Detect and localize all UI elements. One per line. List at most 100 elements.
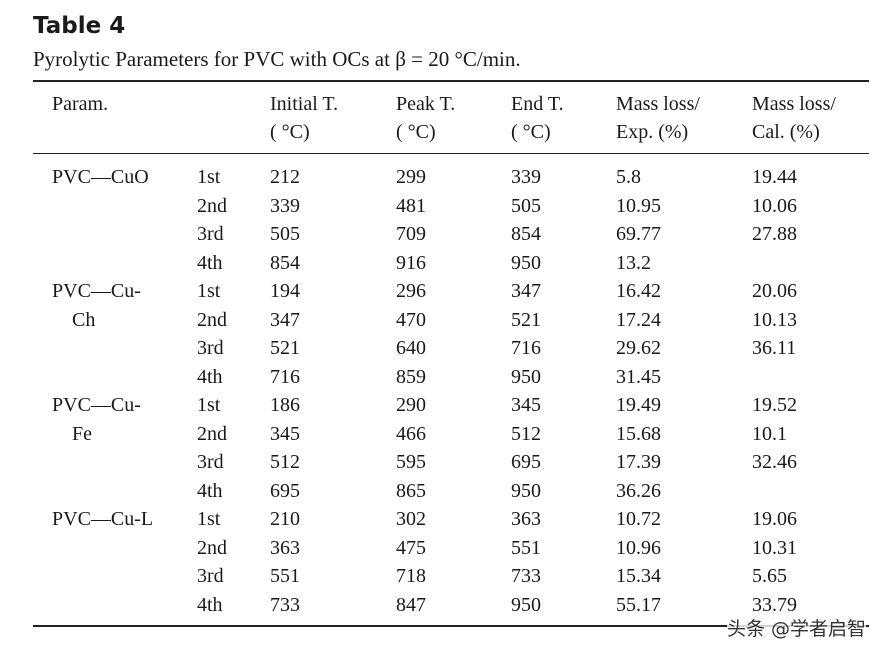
cell: 363 xyxy=(511,508,541,530)
cell: 716 xyxy=(511,337,541,359)
cell: 950 xyxy=(511,251,541,274)
column-header: Peak T. xyxy=(396,93,456,115)
group-name: PVC—Cu- xyxy=(52,280,141,302)
cell: 859 xyxy=(396,365,426,388)
cell: 10.31 xyxy=(752,536,797,559)
column-header: Mass loss/ xyxy=(752,93,836,115)
column-header: Cal. (%) xyxy=(752,121,820,143)
cell: 505 xyxy=(511,194,541,217)
cell: 854 xyxy=(270,251,300,274)
cell: 186 xyxy=(270,394,300,416)
cell: 521 xyxy=(270,337,300,359)
stage-label: 1st xyxy=(197,280,221,302)
cell: 19.49 xyxy=(616,394,661,416)
cell: 733 xyxy=(511,565,541,587)
stage-label: 1st xyxy=(197,394,221,416)
cell: 363 xyxy=(270,536,300,559)
column-header: Param. xyxy=(52,93,109,115)
cell: 10.96 xyxy=(616,536,661,559)
cell: 709 xyxy=(396,223,426,245)
cell: 19.06 xyxy=(752,508,797,530)
cell: 17.24 xyxy=(616,308,661,331)
cell: 29.62 xyxy=(616,337,661,359)
stage-label: 4th xyxy=(197,365,223,388)
table-title: Table 4 xyxy=(33,13,126,39)
cell: 17.39 xyxy=(616,451,661,473)
cell: 551 xyxy=(511,536,541,559)
group-name: PVC—Cu-L xyxy=(52,508,154,530)
cell: 69.77 xyxy=(616,223,661,245)
cell: 13.2 xyxy=(616,251,651,274)
cell: 470 xyxy=(396,308,426,331)
stage-label: 1st xyxy=(197,166,221,188)
cell: 950 xyxy=(511,365,541,388)
cell: 36.26 xyxy=(616,479,661,502)
cell: 640 xyxy=(396,337,426,359)
cell: 194 xyxy=(270,280,300,302)
bottom-rule xyxy=(33,625,869,627)
cell: 345 xyxy=(511,394,541,416)
cell: 916 xyxy=(396,251,426,274)
cell: 302 xyxy=(396,508,426,530)
cell: 695 xyxy=(511,451,541,473)
column-header: Initial T. xyxy=(270,93,339,115)
cell: 16.42 xyxy=(616,280,661,302)
cell: 345 xyxy=(270,422,300,445)
column-header: ( °C) xyxy=(511,121,551,143)
column-header: Exp. (%) xyxy=(616,121,689,143)
cell: 595 xyxy=(396,451,426,473)
stage-label: 3rd xyxy=(197,451,224,473)
cell: 5.65 xyxy=(752,565,787,587)
stage-label: 2nd xyxy=(197,536,227,559)
stage-label: 2nd xyxy=(197,422,227,445)
cell: 210 xyxy=(270,508,300,530)
cell: 10.1 xyxy=(752,422,787,445)
group-name: Ch xyxy=(72,308,96,331)
stage-label: 4th xyxy=(197,479,223,502)
cell: 505 xyxy=(270,223,300,245)
cell: 19.52 xyxy=(752,394,797,416)
cell: 695 xyxy=(270,479,300,502)
cell: 847 xyxy=(396,593,426,616)
column-header: End T. xyxy=(511,93,564,115)
cell: 36.11 xyxy=(752,337,797,359)
cell: 339 xyxy=(270,194,300,217)
cell: 551 xyxy=(270,565,300,587)
cell: 10.72 xyxy=(616,508,661,530)
cell: 733 xyxy=(270,593,300,616)
stage-label: 2nd xyxy=(197,194,227,217)
cell: 15.68 xyxy=(616,422,661,445)
cell: 20.06 xyxy=(752,280,797,302)
stage-label: 4th xyxy=(197,251,223,274)
group-name: PVC—CuO xyxy=(52,166,149,188)
column-header: ( °C) xyxy=(270,121,310,143)
column-header: ( °C) xyxy=(396,121,436,143)
cell: 347 xyxy=(511,280,541,302)
cell: 55.17 xyxy=(616,593,661,616)
header-rule xyxy=(33,153,869,154)
stage-label: 4th xyxy=(197,593,223,616)
cell: 950 xyxy=(511,593,541,616)
cell: 10.06 xyxy=(752,194,797,217)
column-header: Mass loss/ xyxy=(616,93,700,115)
stage-label: 1st xyxy=(197,508,221,530)
cell: 15.34 xyxy=(616,565,661,587)
group-name: Fe xyxy=(72,422,92,445)
table-caption: Pyrolytic Parameters for PVC with OCs at… xyxy=(33,47,521,71)
cell: 32.46 xyxy=(752,451,797,473)
cell: 299 xyxy=(396,166,426,188)
cell: 10.95 xyxy=(616,194,661,217)
cell: 854 xyxy=(511,223,541,245)
cell: 296 xyxy=(396,280,426,302)
cell: 481 xyxy=(396,194,426,217)
stage-label: 3rd xyxy=(197,223,224,245)
cell: 716 xyxy=(270,365,300,388)
top-rule xyxy=(33,80,869,82)
cell: 347 xyxy=(270,308,300,331)
cell: 339 xyxy=(511,166,541,188)
cell: 5.8 xyxy=(616,166,641,188)
cell: 718 xyxy=(396,565,426,587)
cell: 950 xyxy=(511,479,541,502)
cell: 212 xyxy=(270,166,300,188)
